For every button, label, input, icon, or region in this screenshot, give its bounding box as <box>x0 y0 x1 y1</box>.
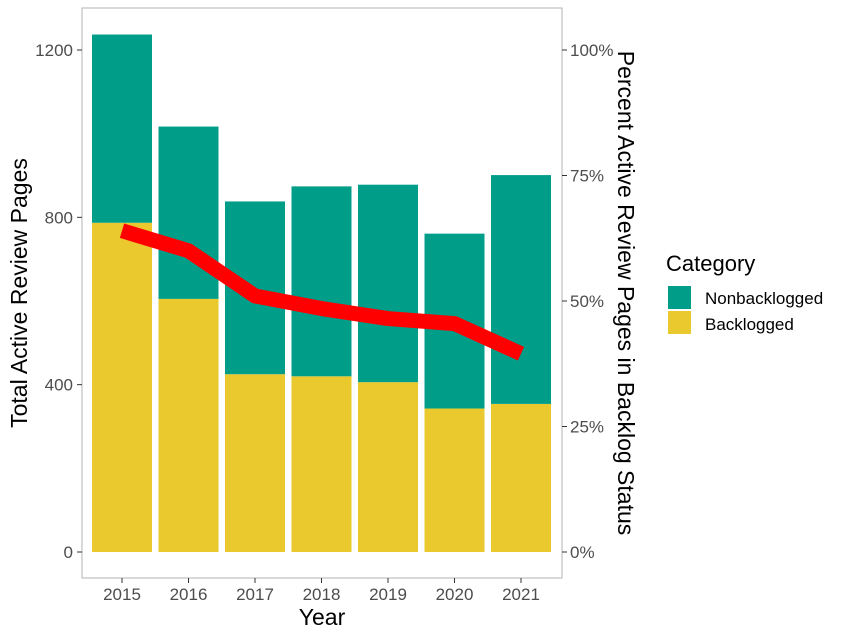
y-tick-label-0: 0 <box>64 543 73 562</box>
bar-nonbacklogged-2019 <box>358 184 418 383</box>
y2-tick-label-25: 25% <box>570 418 604 437</box>
right-axis: 0% 25% 50% 75% 100% <box>562 41 613 562</box>
x-tick-label-2019: 2019 <box>369 585 407 604</box>
percent-backlog-line <box>119 223 525 361</box>
y-axis-title: Total Active Review Pages <box>6 158 32 428</box>
legend-label-backlogged: Backlogged <box>705 315 794 334</box>
y2-axis-title: Percent Active Review Pages in Backlog S… <box>613 51 639 536</box>
bar-nonbacklogged-2021 <box>491 175 551 404</box>
x-tick-label-2018: 2018 <box>303 585 341 604</box>
y2-tick-label-75: 75% <box>570 167 604 186</box>
bar-backlogged-2018 <box>291 376 352 552</box>
bar-nonbacklogged-2018 <box>291 186 352 377</box>
x-tick-label-2017: 2017 <box>236 585 274 604</box>
bar-backlogged-2019 <box>358 382 418 552</box>
bar-backlogged-2021 <box>491 403 551 552</box>
x-tick-label-2015: 2015 <box>103 585 141 604</box>
left-axis: 0 400 800 1200 <box>35 41 82 562</box>
y-tick-label-1200: 1200 <box>35 41 73 60</box>
legend-label-nonbacklogged: Nonbacklogged <box>705 289 823 308</box>
y2-tick-label-100: 100% <box>570 41 613 60</box>
y2-tick-label-50: 50% <box>570 292 604 311</box>
x-tick-label-2021: 2021 <box>502 585 540 604</box>
legend-swatch-nonbacklogged <box>668 286 691 309</box>
x-tick-label-2016: 2016 <box>170 585 208 604</box>
legend-title: Category <box>666 251 755 276</box>
x-axis-title: Year <box>299 604 346 630</box>
x-axis: 2015 2016 2017 2018 2019 2020 2021 <box>103 578 540 604</box>
bar-nonbacklogged-2015 <box>92 34 152 223</box>
bar-backlogged-2015 <box>92 222 152 552</box>
bar-backlogged-2017 <box>225 374 285 552</box>
y-tick-label-400: 400 <box>45 376 73 395</box>
bar-backlogged-2016 <box>158 298 219 552</box>
legend: Category Nonbacklogged Backlogged <box>666 251 823 334</box>
legend-swatch-backlogged <box>668 311 691 334</box>
bar-backlogged-2020 <box>424 408 485 552</box>
y2-tick-label-0: 0% <box>570 543 595 562</box>
y-tick-label-800: 800 <box>45 208 73 227</box>
line-group <box>119 223 525 361</box>
x-tick-label-2020: 2020 <box>436 585 474 604</box>
